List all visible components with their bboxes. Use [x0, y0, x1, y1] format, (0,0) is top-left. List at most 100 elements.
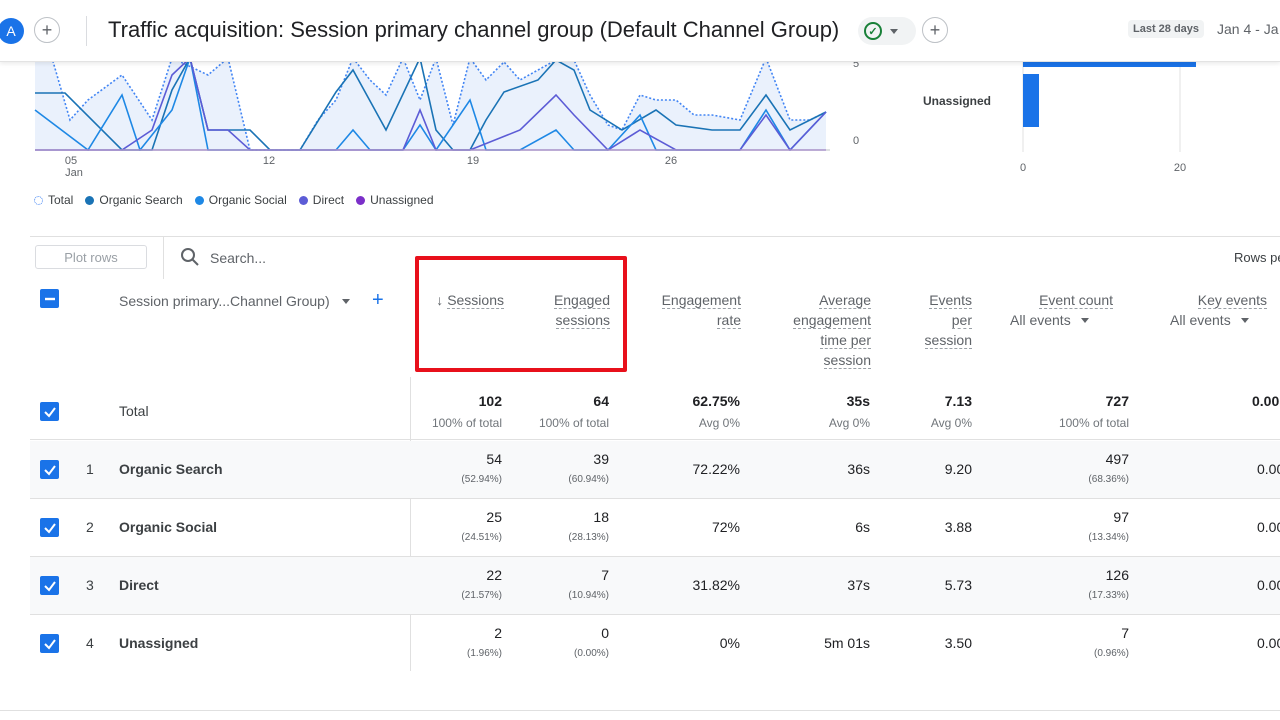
row-checkbox[interactable]	[40, 402, 59, 421]
cell-sessions: 25	[486, 509, 502, 525]
row-index: 1	[86, 461, 94, 477]
add-dimension-button[interactable]: +	[372, 289, 384, 311]
select-all-checkbox[interactable]	[40, 289, 59, 308]
cell-event-count-pct: (17.33%)	[1088, 590, 1129, 601]
cell-key-events: 0.00	[1257, 519, 1280, 535]
bar-x-tick: 0	[1020, 162, 1026, 174]
x-tick-label: 26	[665, 155, 677, 167]
row-checkbox[interactable]	[40, 634, 59, 653]
total-events-per-session-sub: Avg 0%	[930, 416, 972, 430]
legend-item-unassigned[interactable]: Unassigned	[356, 193, 434, 207]
legend-item-direct[interactable]: Direct	[298, 193, 344, 207]
cell-avg-time: 6s	[855, 519, 870, 535]
table-row[interactable]: 4 Unassigned 2 (1.96%) 0 (0.00%) 0% 5m 0…	[30, 615, 1280, 673]
chevron-down-icon	[341, 298, 350, 304]
legend-label: Total	[48, 193, 74, 207]
highlight-annotation-box	[415, 256, 627, 372]
chart-legend: Total Organic Search Organic Social Dire…	[34, 193, 434, 207]
column-header-engaged-sessions[interactable]: Engaged sessions	[530, 290, 610, 330]
cell-sessions: 54	[486, 451, 502, 467]
legend-item-organic-social[interactable]: Organic Social	[194, 193, 287, 207]
sessions-line-chart: 5 0 05 Jan 12 19 26	[34, 58, 859, 179]
row-index: 2	[86, 519, 94, 535]
channel-bar-chart: Unassigned 0 20	[923, 58, 1196, 174]
x-tick-label: Jan	[65, 167, 83, 179]
legend-marker	[85, 195, 95, 205]
cell-events-per-session: 9.20	[944, 461, 972, 477]
cell-key-events: 0.00	[1257, 635, 1280, 651]
header-divider	[86, 16, 87, 46]
row-label[interactable]: Direct	[119, 577, 159, 593]
cell-sessions-pct: (52.94%)	[461, 474, 502, 485]
cell-events-per-session: 3.50	[944, 635, 972, 651]
column-header-engagement-rate[interactable]: Engagement rate	[630, 290, 741, 330]
search-input[interactable]	[210, 247, 410, 269]
total-key-events: 0.00	[1252, 393, 1280, 409]
report-header: A + Traffic acquisition: Session primary…	[0, 0, 1280, 62]
column-header-events-per-session[interactable]: Events per session	[892, 290, 972, 350]
avatar[interactable]: A	[0, 18, 24, 44]
row-label[interactable]: Organic Search	[119, 461, 223, 477]
table-row[interactable]: 2 Organic Social 25 (24.51%) 18 (28.13%)…	[30, 499, 1280, 557]
event-filter-dropdown[interactable]: All events	[1010, 310, 1089, 330]
row-checkbox[interactable]	[40, 518, 59, 537]
bar-category-label: Unassigned	[923, 94, 991, 108]
cell-event-count: 97	[1113, 509, 1129, 525]
checkmark-icon	[43, 638, 56, 650]
checkmark-icon	[43, 406, 56, 418]
chevron-down-icon	[1080, 317, 1089, 323]
total-label: Total	[119, 403, 149, 419]
row-label[interactable]: Organic Social	[119, 519, 218, 535]
legend-marker	[298, 195, 308, 205]
add-comparison-button[interactable]: +	[34, 17, 60, 43]
legend-item-total[interactable]: Total	[34, 193, 73, 207]
cell-event-count-pct: (68.36%)	[1088, 474, 1129, 485]
minus-icon	[44, 297, 55, 300]
cell-event-count-pct: (13.34%)	[1088, 532, 1129, 543]
report-status-dropdown[interactable]: ✓	[858, 17, 916, 45]
key-event-filter-label: All events	[1170, 312, 1231, 328]
plot-rows-button[interactable]: Plot rows	[35, 245, 147, 269]
table-toolbar: Plot rows Rows pe	[30, 237, 1280, 279]
cell-event-count-pct: (0.96%)	[1093, 648, 1129, 659]
cell-engaged: 18	[593, 509, 609, 525]
toolbar-divider	[163, 237, 164, 279]
header-label: time per	[820, 332, 871, 349]
row-checkbox[interactable]	[40, 576, 59, 595]
column-header-event-count[interactable]: Event count All events	[1010, 290, 1113, 330]
header-label: session	[823, 352, 871, 369]
chevron-down-icon	[1240, 317, 1249, 323]
checkmark-icon	[43, 580, 56, 592]
header-label: Event count	[1039, 292, 1113, 309]
add-report-button[interactable]: +	[922, 17, 948, 43]
column-header-sessions[interactable]: ↓ Sessions	[424, 290, 504, 310]
chevron-down-icon	[890, 28, 898, 34]
report-table: Plot rows Rows pe Session primary...Chan…	[30, 236, 1280, 712]
bar-unassigned	[1023, 74, 1039, 127]
cell-key-events: 0.00	[1257, 577, 1280, 593]
row-checkbox[interactable]	[40, 460, 59, 479]
header-label: sessions	[555, 312, 610, 329]
row-label[interactable]: Unassigned	[119, 635, 199, 651]
column-header-key-events[interactable]: Key events All events	[1170, 290, 1280, 330]
key-event-filter-dropdown[interactable]: All events	[1170, 310, 1249, 330]
total-avg-time-sub: Avg 0%	[828, 416, 870, 430]
column-header-avg-engagement-time[interactable]: Average engagement time per session	[760, 290, 871, 370]
dimension-header-label: Session primary...Channel Group)	[119, 293, 330, 309]
y-tick-label: 0	[853, 135, 859, 147]
legend-marker	[356, 195, 366, 205]
table-row[interactable]: 3 Direct 22 (21.57%) 7 (10.94%) 31.82% 3…	[30, 557, 1280, 615]
cell-events-per-session: 5.73	[944, 577, 972, 593]
plus-icon: +	[41, 19, 53, 40]
table-row[interactable]: 1 Organic Search 54 (52.94%) 39 (60.94%)…	[30, 441, 1280, 499]
dimension-selector[interactable]: Session primary...Channel Group)	[119, 293, 350, 309]
header-label: Engaged	[553, 292, 610, 309]
date-range-picker[interactable]: Jan 4 - Ja	[1217, 21, 1279, 37]
cell-event-count: 497	[1105, 451, 1129, 467]
x-tick-label: 05	[65, 155, 77, 167]
cell-engaged: 7	[601, 567, 609, 583]
total-event-count-sub: 100% of total	[1058, 416, 1129, 430]
legend-item-organic-search[interactable]: Organic Search	[85, 193, 183, 207]
header-label: Key events	[1197, 292, 1267, 309]
date-range-label[interactable]: Last 28 days	[1128, 20, 1205, 38]
